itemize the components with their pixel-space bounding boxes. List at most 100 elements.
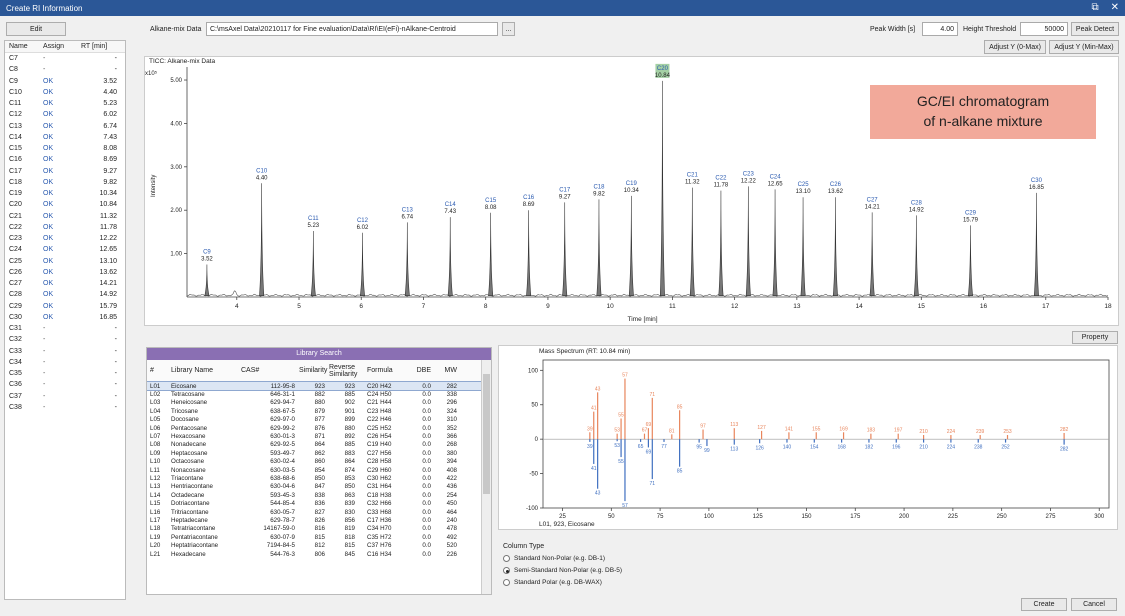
column-type-option[interactable]: Standard Polar (e.g. DB-WAX) — [503, 579, 602, 586]
restore-icon[interactable]: ⧉ — [1091, 2, 1099, 13]
tic-peak[interactable] — [659, 80, 665, 296]
name-column-header[interactable]: Name — [9, 43, 28, 50]
adjust-y-min-max-button[interactable]: Adjust Y (Min-Max) — [1049, 40, 1119, 54]
tic-peak[interactable] — [488, 212, 494, 296]
similarity-column-header[interactable]: Similarity — [299, 367, 328, 374]
browse-button[interactable]: ... — [502, 22, 515, 36]
create-button[interactable]: Create — [1021, 598, 1067, 611]
rt-table-row[interactable]: C12 OK 6.02 — [5, 109, 125, 120]
tic-peak[interactable] — [204, 264, 210, 296]
library-row[interactable]: L14 Octadecane 593-45-3 838 863 C18 H38 0.0 254 — [147, 491, 491, 499]
tic-peak[interactable] — [967, 225, 973, 296]
cancel-button[interactable]: Cancel — [1071, 598, 1117, 611]
rt-table-row[interactable]: C19 OK 10.34 — [5, 188, 125, 199]
tic-peak[interactable] — [1033, 192, 1039, 296]
library-row[interactable]: L01 Eicosane 112-95-8 923 923 C20 H42 0.0 282 — [147, 380, 491, 392]
tic-peak[interactable] — [772, 189, 778, 296]
rt-table-row[interactable]: C20 OK 10.84 — [5, 199, 125, 210]
rt-table-row[interactable]: C7 - - — [5, 53, 125, 64]
rt-table-row[interactable]: C25 OK 13.10 — [5, 256, 125, 267]
tic-peak[interactable] — [689, 187, 695, 296]
radio-button[interactable] — [503, 555, 510, 562]
rt-table-row[interactable]: C30 OK 16.85 — [5, 312, 125, 323]
close-icon[interactable]: ✕ — [1110, 2, 1119, 13]
library-row[interactable]: L17 Heptadecane 629-78-7 826 856 C17 H36 0.0 24… — [147, 516, 491, 524]
rt-table-row[interactable]: C27 OK 14.21 — [5, 278, 125, 289]
rt-table-row[interactable]: C18 OK 9.82 — [5, 177, 125, 188]
tic-peak[interactable] — [404, 222, 410, 296]
rt-table-row[interactable]: C32 - - — [5, 334, 125, 345]
tic-peak[interactable] — [359, 232, 366, 296]
tic-peak[interactable] — [562, 202, 568, 296]
library-row[interactable]: L05 Docosane 629-97-0 877 899 C22 H46 0.0 310 — [147, 416, 491, 424]
library-row[interactable]: L07 Hexacosane 630-01-3 871 892 C26 H54 0.0 366 — [147, 432, 491, 440]
rt-table-row[interactable]: C26 OK 13.62 — [5, 267, 125, 278]
dbe-column-header[interactable]: DBE — [416, 367, 431, 374]
radio-button[interactable] — [503, 579, 510, 586]
rt-table-row[interactable]: C21 OK 11.32 — [5, 211, 125, 222]
rt-table-row[interactable]: C24 OK 12.65 — [5, 244, 125, 255]
library-row[interactable]: L15 Dotriacontane 544-85-4 836 839 C32 H66 0.0… — [147, 499, 491, 507]
tic-peak[interactable] — [310, 231, 316, 296]
library-row[interactable]: L09 Heptacosane 593-49-7 862 883 C27 H56 0.0 38… — [147, 449, 491, 457]
library-row[interactable]: L18 Tetratriacontane 14167-59-0 816 819 C34 H… — [147, 525, 491, 533]
rt-table-row[interactable]: C38 - - — [5, 402, 125, 413]
peak-width-input[interactable]: 4.00 — [922, 22, 958, 36]
library-row[interactable]: L06 Pentacosane 629-99-2 876 880 C25 H52 0.0 35… — [147, 424, 491, 432]
library-row[interactable]: L10 Octacosane 630-02-4 860 864 C28 H58 0.0 394 — [147, 458, 491, 466]
cas-column-header[interactable]: CAS# — [241, 367, 260, 374]
rt-table-row[interactable]: C8 - - — [5, 64, 125, 75]
rt-table-row[interactable]: C33 - - — [5, 346, 125, 357]
tic-peak[interactable] — [913, 215, 919, 296]
property-button[interactable]: Property — [1072, 331, 1118, 344]
alkane-path-input[interactable]: C:\msAxel Data\20210117 for Fine evaluat… — [206, 22, 498, 36]
tic-peak[interactable] — [526, 210, 532, 296]
rt-table-row[interactable]: C9 OK 3.52 — [5, 76, 125, 87]
tic-peak[interactable] — [447, 217, 453, 296]
library-row[interactable]: L08 Nonadecane 629-92-5 864 885 C19 H40 0.0 268 — [147, 441, 491, 449]
library-row[interactable]: L03 Heneicosane 629-94-7 880 902 C21 H44 0.0 29… — [147, 399, 491, 407]
assign-column-header[interactable]: Assign — [43, 43, 65, 50]
column-type-option[interactable]: Semi-Standard Non-Polar (e.g. DB-5) — [503, 567, 622, 574]
library-scrollbar[interactable] — [481, 360, 491, 594]
peak-detect-button[interactable]: Peak Detect — [1071, 22, 1119, 36]
rt-table-row[interactable]: C37 - - — [5, 391, 125, 402]
rt-table-row[interactable]: C23 OK 12.22 — [5, 233, 125, 244]
library-row[interactable]: L12 Triacontane 638-68-6 850 853 C30 H62 0.0 42… — [147, 474, 491, 482]
rt-table-row[interactable]: C35 - - — [5, 368, 125, 379]
rt-table-row[interactable]: C29 OK 15.79 — [5, 301, 125, 312]
column-type-option[interactable]: Standard Non-Polar (e.g. DB-1) — [503, 555, 605, 562]
tic-peak[interactable] — [596, 199, 602, 296]
library-row[interactable]: L16 Tritriacontane 630-05-7 827 830 C33 H68 0.… — [147, 508, 491, 516]
library-row[interactable]: L11 Nonacosane 630-03-5 854 874 C29 H60 0.0 408 — [147, 466, 491, 474]
mw-column-header[interactable]: MW — [444, 367, 457, 374]
library-scrollbar-thumb[interactable] — [483, 374, 490, 494]
edit-button[interactable]: Edit — [6, 22, 66, 36]
tic-peak[interactable] — [869, 212, 875, 296]
rt-table-row[interactable]: C31 - - — [5, 323, 125, 334]
rt-table-row[interactable]: C10 OK 4.40 — [5, 87, 125, 98]
library-row[interactable]: L20 Heptatriacontane 7194-84-5 812 815 C37 H7… — [147, 541, 491, 549]
height-threshold-input[interactable]: 50000 — [1020, 22, 1068, 36]
tic-peak[interactable] — [745, 186, 751, 296]
tic-peak[interactable] — [718, 190, 724, 296]
reverse-similarity-column-header[interactable]: Reverse Similarity — [329, 363, 358, 378]
tic-peak[interactable] — [628, 195, 634, 296]
rt-table-row[interactable]: C28 OK 14.92 — [5, 289, 125, 300]
library-row[interactable]: L19 Pentatriacontane 630-07-9 815 818 C35 H72… — [147, 533, 491, 541]
rt-table-row[interactable]: C11 OK 5.23 — [5, 98, 125, 109]
tic-peak[interactable] — [800, 197, 806, 296]
rt-table-row[interactable]: C15 OK 8.08 — [5, 143, 125, 154]
library-name-column-header[interactable]: Library Name — [171, 367, 214, 374]
rt-table-row[interactable]: C16 OK 8.69 — [5, 154, 125, 165]
rt-table-row[interactable]: C36 - - — [5, 379, 125, 390]
tic-peak[interactable] — [259, 183, 265, 296]
rt-column-header[interactable]: RT [min] — [81, 43, 108, 50]
radio-button[interactable] — [503, 567, 510, 574]
rt-table-row[interactable]: C22 OK 11.78 — [5, 222, 125, 233]
adjust-y-0-max-button[interactable]: Adjust Y (0-Max) — [984, 40, 1046, 54]
formula-column-header[interactable]: Formula — [367, 367, 393, 374]
library-row[interactable]: L04 Tricosane 638-67-5 879 901 C23 H48 0.0 324 — [147, 407, 491, 415]
rt-table-row[interactable]: C34 - - — [5, 357, 125, 368]
library-row[interactable]: L13 Hentriacontane 630-04-6 847 850 C31 H64 0.… — [147, 483, 491, 491]
